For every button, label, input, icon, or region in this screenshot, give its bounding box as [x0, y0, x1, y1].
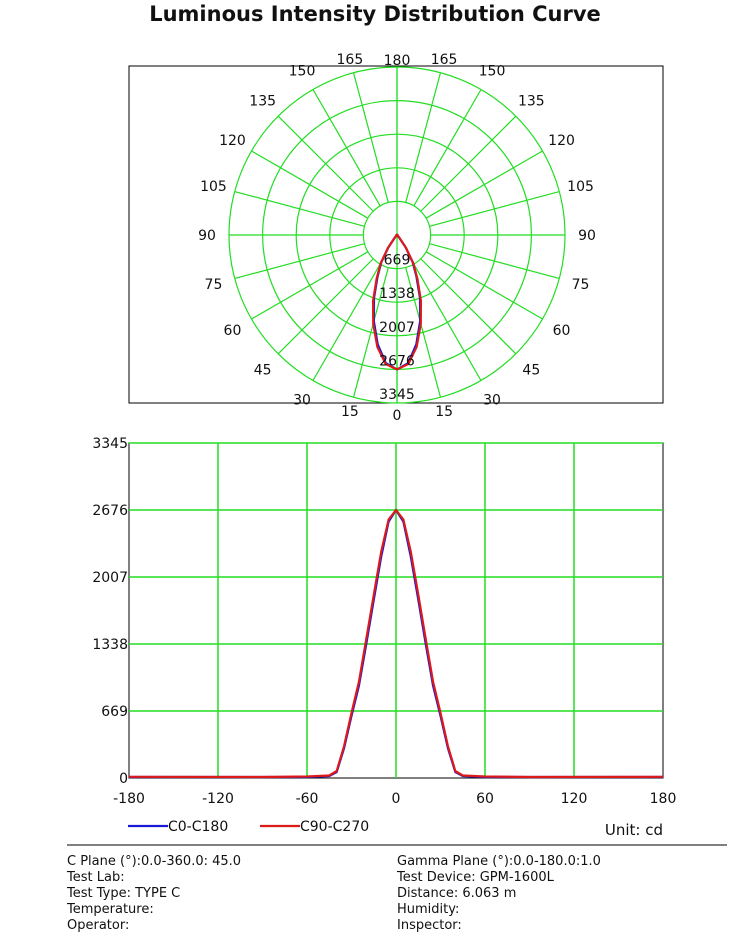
chart-title: Luminous Intensity Distribution Curve: [149, 2, 601, 26]
line-chart-grid: [129, 442, 663, 778]
polar-grid: [228, 66, 566, 404]
polar-spoke: [405, 72, 442, 203]
polar-spoke: [413, 89, 482, 207]
polar-spoke: [234, 190, 365, 227]
line-series-c90-c270: [128, 508, 664, 779]
polar-series-c90-c270: [371, 233, 423, 371]
info-test-type: Test Type: TYPE C: [67, 886, 181, 901]
info-right: Gamma Plane (°):0.0-180.0:1.0 Test Devic…: [397, 854, 601, 934]
info-left: C Plane (°):0.0-360.0: 45.0 Test Lab: Te…: [67, 854, 241, 934]
x-tick-label: 180: [650, 791, 677, 807]
polar-angle-label-right: 30: [483, 393, 501, 409]
polar-angle-label-right: 135: [518, 94, 545, 110]
polar-angle-label-left: 90: [198, 228, 216, 244]
polar-spoke: [312, 263, 381, 381]
polar-spoke: [420, 258, 517, 355]
info-temperature: Temperature:: [67, 902, 154, 917]
info-test-lab: Test Lab:: [67, 870, 125, 885]
polar-ring-label: 3345: [379, 387, 415, 403]
polar-angle-label-top: 180: [384, 53, 411, 69]
legend-label: C0-C180: [168, 819, 228, 835]
polar-spoke: [251, 150, 369, 219]
polar-angle-label-left: 120: [219, 133, 246, 149]
unit-label: Unit: cd: [605, 821, 663, 839]
x-tick-label: -120: [202, 791, 234, 807]
y-tick-label: 2676: [92, 503, 128, 519]
polar-angle-label-right: 60: [553, 323, 571, 339]
polar-spoke: [234, 243, 365, 280]
polar-angle-label-left: 105: [200, 179, 227, 195]
polar-angle-label-left: 15: [341, 404, 359, 420]
polar-angle-label-right: 120: [548, 133, 575, 149]
x-tick-label: 120: [561, 791, 588, 807]
polar-angle-label-left: 135: [249, 94, 276, 110]
y-tick-label: 2007: [92, 570, 128, 586]
polar-angle-label-left: 75: [205, 277, 223, 293]
info-gamma-plane: Gamma Plane (°):0.0-180.0:1.0: [397, 854, 601, 869]
legend-label: C90-C270: [300, 819, 369, 835]
polar-angle-label-left: 30: [293, 393, 311, 409]
x-tick-label: 60: [476, 791, 494, 807]
polar-spoke: [429, 190, 560, 227]
polar-angle-label-left: 150: [289, 63, 316, 79]
info-humidity: Humidity:: [397, 902, 460, 917]
polar-angle-label-right: 90: [578, 228, 596, 244]
polar-spoke: [429, 243, 560, 280]
polar-angle-label-right: 165: [431, 52, 458, 68]
y-tick-label: 0: [119, 771, 128, 787]
polar-spoke: [425, 251, 543, 320]
polar-spoke: [352, 72, 389, 203]
polar-spoke: [277, 115, 374, 212]
polar-angle-label-left: 45: [254, 362, 272, 378]
info-operator: Operator:: [67, 918, 130, 933]
x-tick-label: 0: [392, 791, 401, 807]
info-c-plane: C Plane (°):0.0-360.0: 45.0: [67, 854, 242, 869]
polar-angle-label-right: 105: [567, 179, 594, 195]
polar-angle-label-bottom: 0: [393, 408, 402, 424]
polar-spoke: [312, 89, 381, 207]
info-inspector: Inspector:: [397, 918, 462, 933]
polar-spoke: [420, 115, 517, 212]
polar-angle-label-right: 45: [522, 362, 540, 378]
y-tick-label: 669: [101, 704, 128, 720]
polar-spoke: [251, 251, 369, 320]
polar-spoke: [405, 267, 442, 398]
polar-spoke: [425, 150, 543, 219]
polar-angle-label-left: 165: [337, 52, 364, 68]
info-distance: Distance: 6.063 m: [397, 886, 517, 901]
y-tick-label: 1338: [92, 637, 128, 653]
polar-spoke: [277, 258, 374, 355]
polar-ring-label: 1338: [379, 286, 415, 302]
polar-angle-label-right: 75: [572, 277, 590, 293]
info-test-device: Test Device: GPM-1600L: [397, 870, 554, 885]
y-tick-label: 3345: [92, 436, 128, 452]
polar-ring-label: 2007: [379, 320, 415, 336]
polar-ring-label: 2676: [379, 353, 415, 369]
polar-spoke: [352, 267, 389, 398]
x-tick-label: -180: [113, 791, 145, 807]
polar-ring-label: 669: [384, 253, 411, 269]
polar-angle-label-left: 60: [224, 323, 242, 339]
polar-angle-label-right: 15: [435, 404, 453, 420]
polar-angle-label-right: 150: [479, 63, 506, 79]
x-tick-label: -60: [296, 791, 319, 807]
polar-spoke: [413, 263, 482, 381]
